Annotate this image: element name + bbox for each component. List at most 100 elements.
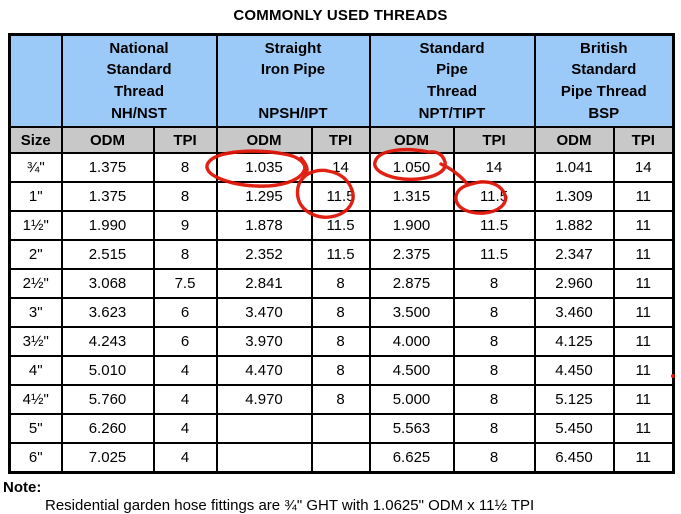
tpi-npt-cell: 11.5 bbox=[452, 181, 536, 212]
odm-bsp-cell: 6.450 bbox=[533, 442, 615, 474]
tpi-npsh-cell: 8 bbox=[310, 355, 371, 386]
odm-npsh-cell: 3.970 bbox=[215, 326, 313, 357]
tpi-bsp-cell: 11 bbox=[612, 442, 675, 474]
odm-bsp-cell: 3.460 bbox=[533, 297, 615, 328]
col-header-tpi-npt: TPI bbox=[452, 126, 536, 154]
odm-npsh-cell bbox=[215, 413, 313, 444]
odm-nh-cell: 5.760 bbox=[60, 384, 155, 415]
tpi-nh-cell: 6 bbox=[152, 297, 218, 328]
table-row: 2½" 3.068 7.5 2.841 8 2.875 8 2.960 11 bbox=[8, 268, 675, 299]
odm-nh-cell: 1.990 bbox=[60, 210, 155, 241]
tpi-bsp-cell: 11 bbox=[612, 268, 675, 299]
group-header-national-standard: National Standard Thread NH/NST bbox=[60, 33, 218, 128]
note-label: Note: bbox=[3, 479, 42, 496]
odm-npt-cell: 5.000 bbox=[368, 384, 455, 415]
tpi-bsp-cell: 11 bbox=[612, 384, 675, 415]
tpi-bsp-cell: 11 bbox=[612, 355, 675, 386]
tpi-bsp-cell: 14 bbox=[612, 152, 675, 183]
tpi-npsh-cell: 8 bbox=[310, 326, 371, 357]
odm-npt-cell: 2.375 bbox=[368, 239, 455, 270]
odm-npt-cell: 2.875 bbox=[368, 268, 455, 299]
odm-nh-cell: 3.623 bbox=[60, 297, 155, 328]
col-header-odm-npt: ODM bbox=[368, 126, 455, 154]
odm-bsp-cell: 1.309 bbox=[533, 181, 615, 212]
odm-npt-cell: 1.315 bbox=[368, 181, 455, 212]
size-cell: 1½" bbox=[8, 210, 63, 241]
tpi-npsh-cell: 11.5 bbox=[310, 181, 371, 212]
col-header-odm-npsh: ODM bbox=[215, 126, 313, 154]
size-cell: 6" bbox=[8, 442, 63, 474]
tpi-nh-cell: 9 bbox=[152, 210, 218, 241]
tpi-npsh-cell bbox=[310, 442, 371, 474]
size-cell: 1" bbox=[8, 181, 63, 212]
odm-bsp-cell: 4.450 bbox=[533, 355, 615, 386]
tpi-npt-cell: 8 bbox=[452, 355, 536, 386]
odm-nh-cell: 6.260 bbox=[60, 413, 155, 444]
size-cell: 4" bbox=[8, 355, 63, 386]
odm-npt-cell: 3.500 bbox=[368, 297, 455, 328]
tpi-npsh-cell bbox=[310, 413, 371, 444]
size-cell: 3" bbox=[8, 297, 63, 328]
sub-header-row: Size ODM TPI ODM TPI ODM TPI ODM TPI bbox=[8, 126, 675, 154]
tpi-nh-cell: 8 bbox=[152, 152, 218, 183]
odm-bsp-cell: 1.041 bbox=[533, 152, 615, 183]
odm-npsh-cell: 3.470 bbox=[215, 297, 313, 328]
tpi-bsp-cell: 11 bbox=[612, 326, 675, 357]
group-header-row: National Standard Thread NH/NST Straight… bbox=[8, 33, 675, 128]
note-text: Residential garden hose fittings are ¾" … bbox=[45, 497, 535, 514]
tpi-npsh-cell: 8 bbox=[310, 384, 371, 415]
table-row: 4½" 5.760 4 4.970 8 5.000 8 5.125 11 bbox=[8, 384, 675, 415]
odm-npt-cell: 4.500 bbox=[368, 355, 455, 386]
tpi-nh-cell: 4 bbox=[152, 384, 218, 415]
odm-npt-cell: 1.900 bbox=[368, 210, 455, 241]
tpi-npsh-cell: 14 bbox=[310, 152, 371, 183]
table-row: 1" 1.375 8 1.295 11.5 1.315 11.5 1.309 1… bbox=[8, 181, 675, 212]
table-row: 1½" 1.990 9 1.878 11.5 1.900 11.5 1.882 … bbox=[8, 210, 675, 241]
table-body: ¾" 1.375 8 1.035 14 1.050 14 1.041 14 1"… bbox=[8, 152, 675, 474]
table-row: 6" 7.025 4 6.625 8 6.450 11 bbox=[8, 442, 675, 474]
tpi-nh-cell: 4 bbox=[152, 355, 218, 386]
odm-npsh-cell: 1.035 bbox=[215, 152, 313, 183]
tpi-npt-cell: 11.5 bbox=[452, 239, 536, 270]
odm-nh-cell: 5.010 bbox=[60, 355, 155, 386]
table-row: 2" 2.515 8 2.352 11.5 2.375 11.5 2.347 1… bbox=[8, 239, 675, 270]
size-cell: 3½" bbox=[8, 326, 63, 357]
odm-npt-cell: 6.625 bbox=[368, 442, 455, 474]
tpi-nh-cell: 8 bbox=[152, 239, 218, 270]
tpi-bsp-cell: 11 bbox=[612, 210, 675, 241]
size-cell: 4½" bbox=[8, 384, 63, 415]
tpi-nh-cell: 4 bbox=[152, 413, 218, 444]
odm-nh-cell: 1.375 bbox=[60, 152, 155, 183]
tpi-bsp-cell: 11 bbox=[612, 297, 675, 328]
odm-bsp-cell: 5.125 bbox=[533, 384, 615, 415]
col-header-odm-nh: ODM bbox=[60, 126, 155, 154]
col-header-tpi-bsp: TPI bbox=[612, 126, 675, 154]
odm-npsh-cell: 4.970 bbox=[215, 384, 313, 415]
table-row: 4" 5.010 4 4.470 8 4.500 8 4.450 11 bbox=[8, 355, 675, 386]
odm-nh-cell: 7.025 bbox=[60, 442, 155, 474]
size-cell: 2" bbox=[8, 239, 63, 270]
table-row: 5" 6.260 4 5.563 8 5.450 11 bbox=[8, 413, 675, 444]
tpi-bsp-cell: 11 bbox=[612, 239, 675, 270]
tpi-npt-cell: 11.5 bbox=[452, 210, 536, 241]
odm-npsh-cell bbox=[215, 442, 313, 474]
odm-bsp-cell: 2.347 bbox=[533, 239, 615, 270]
tpi-npsh-cell: 11.5 bbox=[310, 239, 371, 270]
table-row: ¾" 1.375 8 1.035 14 1.050 14 1.041 14 bbox=[8, 152, 675, 183]
odm-nh-cell: 2.515 bbox=[60, 239, 155, 270]
size-cell: 5" bbox=[8, 413, 63, 444]
odm-bsp-cell: 2.960 bbox=[533, 268, 615, 299]
tpi-npsh-cell: 11.5 bbox=[310, 210, 371, 241]
tpi-nh-cell: 6 bbox=[152, 326, 218, 357]
odm-npt-cell: 1.050 bbox=[368, 152, 455, 183]
odm-npsh-cell: 1.295 bbox=[215, 181, 313, 212]
group-header-standard-pipe: Standard Pipe Thread NPT/TIPT bbox=[368, 33, 536, 128]
tpi-npt-cell: 8 bbox=[452, 442, 536, 474]
odm-npt-cell: 5.563 bbox=[368, 413, 455, 444]
tpi-nh-cell: 4 bbox=[152, 442, 218, 474]
tpi-nh-cell: 8 bbox=[152, 181, 218, 212]
col-header-odm-bsp: ODM bbox=[533, 126, 615, 154]
threads-table: National Standard Thread NH/NST Straight… bbox=[8, 33, 675, 474]
tpi-npt-cell: 14 bbox=[452, 152, 536, 183]
tpi-npsh-cell: 8 bbox=[310, 297, 371, 328]
